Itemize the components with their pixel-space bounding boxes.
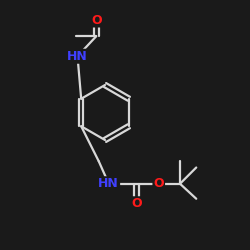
Text: O: O	[91, 14, 102, 26]
Text: O: O	[131, 197, 141, 210]
Text: HN: HN	[67, 50, 88, 63]
Text: HN: HN	[98, 177, 119, 190]
Text: O: O	[154, 177, 164, 190]
